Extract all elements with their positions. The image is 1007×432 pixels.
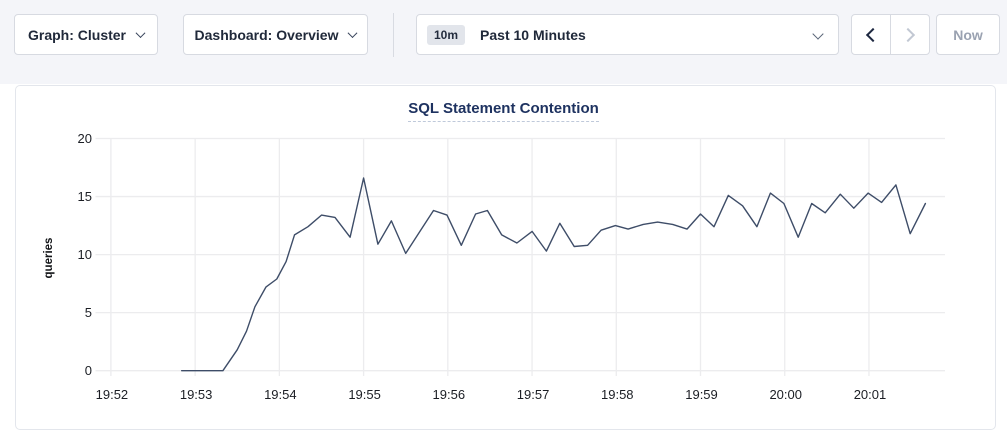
y-tick-label: 5 xyxy=(85,305,92,320)
prev-time-button[interactable] xyxy=(852,15,891,54)
toolbar-divider xyxy=(393,13,394,57)
toolbar: Graph: Cluster Dashboard: Overview 10m P… xyxy=(0,0,1007,84)
x-tick-label: 19:55 xyxy=(348,387,381,402)
now-button[interactable]: Now xyxy=(936,14,1000,55)
x-tick-label: 19:57 xyxy=(517,387,550,402)
x-tick-label: 19:54 xyxy=(264,387,297,402)
graph-dropdown[interactable]: Graph: Cluster xyxy=(14,14,158,55)
time-range-selector[interactable]: 10m Past 10 Minutes xyxy=(416,14,839,55)
x-tick-label: 20:00 xyxy=(769,387,802,402)
y-axis-label: queries xyxy=(43,238,55,279)
y-tick-label: 20 xyxy=(78,131,92,146)
y-tick-label: 10 xyxy=(78,247,92,262)
x-tick-label: 19:52 xyxy=(96,387,129,402)
x-tick-label: 19:59 xyxy=(685,387,718,402)
x-tick-label: 19:58 xyxy=(601,387,634,402)
now-button-label: Now xyxy=(953,26,983,43)
x-tick-label: 19:53 xyxy=(180,387,213,402)
time-step-controls xyxy=(851,14,930,55)
graph-dropdown-label: Graph: Cluster xyxy=(27,26,126,43)
chart-panel xyxy=(15,85,996,430)
y-tick-label: 15 xyxy=(78,189,92,204)
y-tick-label: 0 xyxy=(85,363,92,378)
time-range-label: Past 10 Minutes xyxy=(480,26,586,43)
chart-title-text[interactable]: SQL Statement Contention xyxy=(408,100,599,122)
time-range-badge: 10m xyxy=(427,24,466,45)
dashboard-dropdown[interactable]: Dashboard: Overview xyxy=(183,14,368,55)
x-tick-label: 19:56 xyxy=(433,387,466,402)
dashboard-dropdown-label: Dashboard: Overview xyxy=(194,26,339,43)
chart-title: SQL Statement Contention xyxy=(0,100,1007,122)
x-tick-label: 20:01 xyxy=(854,387,887,402)
series-line-queries xyxy=(180,177,927,372)
